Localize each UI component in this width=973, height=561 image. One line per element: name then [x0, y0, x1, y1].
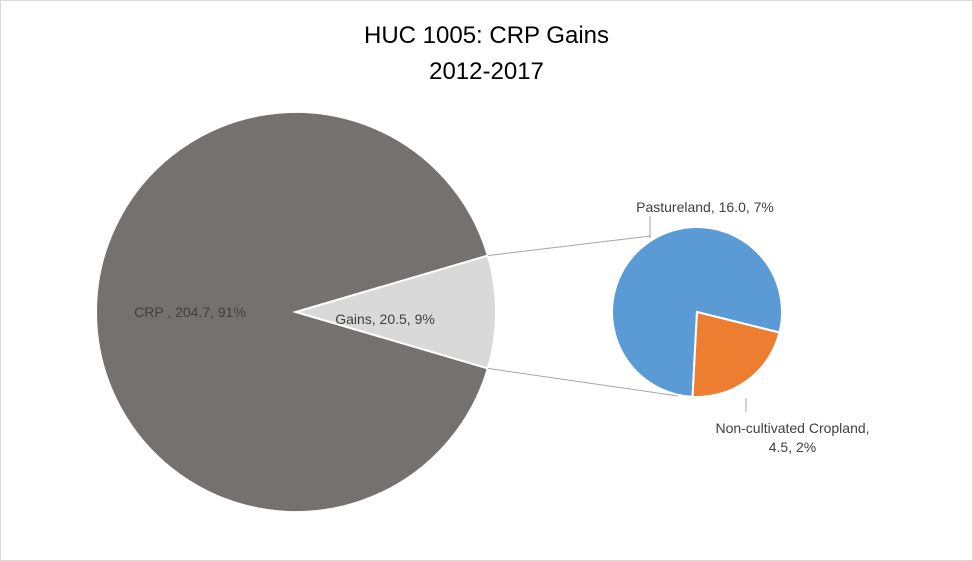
data-label: Non-cultivated Cropland, 4.5, 2%	[715, 420, 870, 455]
pie-slice	[691, 310, 781, 398]
chart-title: HUC 1005: CRP Gains	[364, 22, 609, 49]
connector-line	[487, 367, 679, 397]
data-label: CRP , 204.7, 91%	[134, 304, 246, 320]
pie-slice	[292, 254, 497, 370]
pie-slice	[95, 111, 490, 513]
connector-line	[487, 235, 652, 257]
chart-subtitle: 2012-2017	[429, 58, 544, 85]
data-label: Gains, 20.5, 9%	[335, 311, 435, 327]
data-label: Pastureland, 16.0, 7%	[636, 199, 774, 215]
